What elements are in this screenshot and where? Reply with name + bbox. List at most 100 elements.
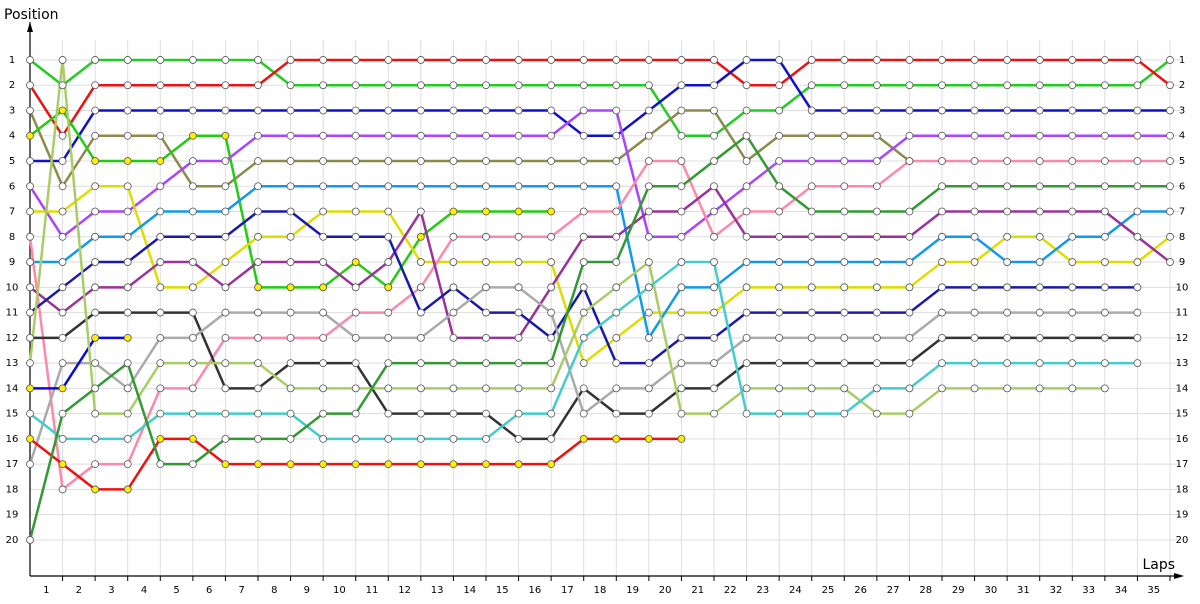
series-marker [1133,81,1142,90]
series-marker [1003,308,1012,317]
series-marker [579,283,588,292]
series-marker [351,182,360,191]
series-marker [188,409,197,418]
series-marker [286,207,295,216]
series-marker [547,81,556,90]
y-tick-label-right: 19 [1176,510,1189,521]
series-marker [221,384,230,393]
series-marker [58,434,67,443]
series-marker [351,384,360,393]
series-marker [449,81,458,90]
series-marker [514,384,523,393]
series-marker [514,434,523,443]
y-tick-label: 4 [9,131,15,142]
series-marker [775,182,784,191]
series-line [28,134,1170,541]
series-marker [351,434,360,443]
series-marker [58,131,67,140]
x-tick-label: 4 [141,585,147,596]
series-marker [579,157,588,165]
series-marker [1068,258,1077,266]
series-marker [612,283,621,292]
series-marker [677,384,686,393]
x-tick-label: 16 [528,585,541,596]
series-marker [840,409,849,418]
series-marker [26,157,34,165]
x-tick-label: 26 [854,585,867,596]
series-marker [1133,157,1142,165]
series-marker [514,81,523,90]
series-marker [123,207,132,216]
series-marker [26,536,34,544]
series-line [28,58,1105,415]
series-marker [807,384,816,393]
series-marker [547,232,556,241]
series-marker [384,56,393,64]
series-marker [1003,283,1012,292]
y-tick-label: 19 [6,510,19,521]
series-marker [742,359,751,368]
series-marker [840,308,849,317]
series-marker [547,157,556,165]
series-marker [579,359,588,368]
series-marker [807,409,816,418]
series-marker [156,384,165,393]
series-marker [449,131,458,140]
series-marker [416,81,425,90]
series-marker [221,207,230,216]
y-tick-label-right: 9 [1179,257,1185,268]
series-marker [286,106,295,115]
series-marker [416,460,425,469]
series-marker [286,333,295,342]
series-marker [514,207,523,216]
series-marker [221,258,230,266]
series-marker [840,182,849,191]
series-marker [156,232,165,241]
series-marker [351,308,360,317]
series-marker [1035,232,1044,241]
series-marker [58,384,67,393]
y-tick-label-right: 6 [1179,181,1185,192]
y-tick-label-right: 17 [1176,459,1189,470]
series-marker [775,384,784,393]
series-marker [840,131,849,140]
series-marker [1035,207,1044,216]
series-marker [384,409,393,418]
series-marker [91,106,100,115]
series-marker [351,207,360,216]
series-marker [416,207,425,216]
series-marker [1133,106,1142,115]
series-marker [710,359,718,368]
series-marker [840,258,849,266]
series-marker [254,207,262,216]
series-marker [1166,258,1174,266]
series-marker [221,409,230,418]
series-marker [905,258,914,266]
series-marker [449,258,458,266]
series-marker [482,56,490,64]
series-marker [156,157,165,165]
series-marker [514,232,523,241]
series-marker [905,333,914,342]
series-marker [416,359,425,368]
series-marker [1068,157,1077,165]
series-marker [319,283,328,292]
series-marker [254,182,262,191]
series-marker [351,283,360,292]
series-marker [254,157,262,165]
y-tick-label: 16 [6,434,19,445]
series-marker [1133,359,1142,368]
series-marker [286,384,295,393]
series-marker [26,333,34,342]
series-marker [123,157,132,165]
series-marker [254,308,262,317]
series-marker [1100,56,1109,64]
y-tick-label-right: 2 [1179,80,1185,91]
series-marker [872,207,881,216]
series-marker [26,283,34,292]
x-tick-label: 10 [333,585,346,596]
series-marker [905,131,914,140]
series-marker [612,384,621,393]
series-marker [123,56,132,64]
series-marker [612,434,621,443]
